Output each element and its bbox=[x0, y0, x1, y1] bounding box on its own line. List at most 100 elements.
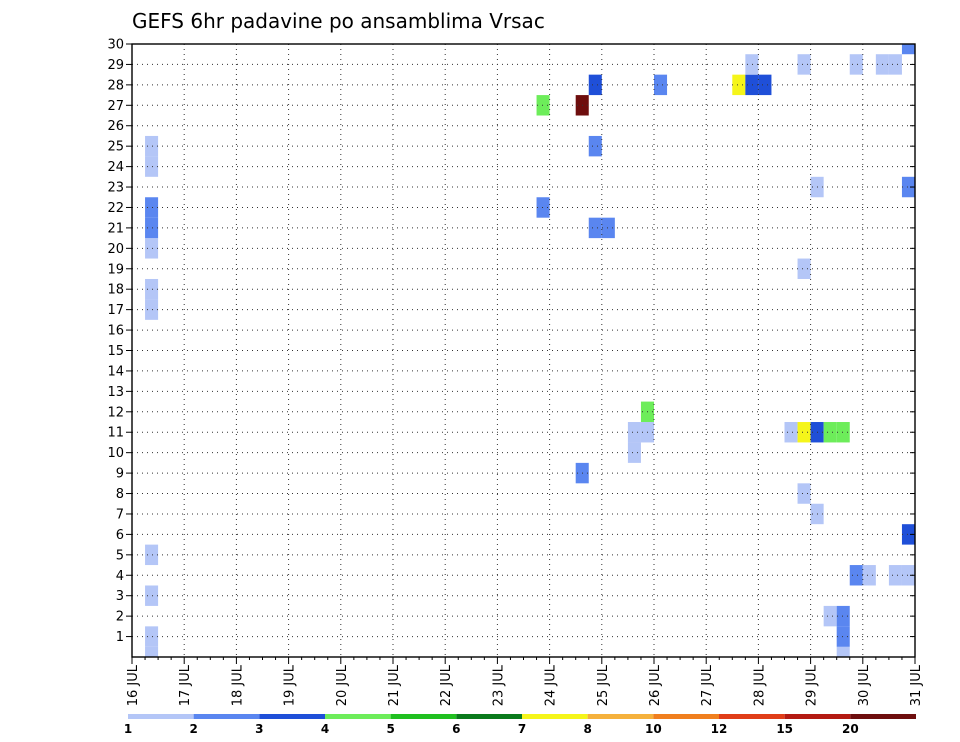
y-tick-label: 7 bbox=[116, 507, 124, 522]
colorbar: 1 2 3 4 5 6 7 8 10 12 15 20 bbox=[124, 714, 916, 736]
precip-cell bbox=[145, 646, 159, 657]
colorbar-swatch bbox=[522, 714, 588, 719]
colorbar-label: 20 bbox=[842, 722, 859, 736]
colorbar-swatch bbox=[128, 714, 194, 719]
colorbar-label: 1 bbox=[124, 722, 132, 736]
y-tick-label: 6 bbox=[116, 528, 124, 543]
precip-cell bbox=[836, 422, 850, 443]
x-tick-label: 16 JUL bbox=[126, 664, 141, 706]
colorbar-label: 3 bbox=[255, 722, 263, 736]
y-tick-label: 28 bbox=[107, 78, 124, 93]
y-tick-label: 29 bbox=[107, 58, 124, 73]
colorbar-swatch bbox=[587, 714, 654, 719]
colorbar-swatch bbox=[719, 714, 785, 719]
precip-cell bbox=[145, 217, 159, 239]
precip-cell bbox=[588, 135, 602, 157]
colorbar-label: 12 bbox=[711, 722, 728, 736]
y-tick-label: 16 bbox=[107, 324, 124, 339]
precip-cell bbox=[732, 74, 746, 96]
colorbar-swatch bbox=[784, 714, 851, 719]
x-axis: 16 JUL 17 JUL 18 JUL 19 JUL 20 JUL 21 JUL 22 J… bbox=[126, 657, 924, 706]
precip-cell bbox=[901, 176, 915, 198]
precip-cell bbox=[536, 95, 550, 116]
colorbar-swatch bbox=[390, 714, 457, 719]
chart-title: GEFS 6hr padavine po ansamblima Vrsac bbox=[132, 9, 545, 33]
y-tick-label: 9 bbox=[116, 467, 124, 482]
precip-cell bbox=[627, 442, 641, 463]
y-tick-label: 17 bbox=[107, 303, 124, 318]
x-tick-label: 19 JUL bbox=[283, 664, 298, 706]
colorbar-label: 10 bbox=[645, 722, 662, 736]
colorbar-swatch bbox=[193, 714, 260, 719]
y-tick-label: 11 bbox=[107, 426, 124, 441]
precip-cell bbox=[627, 422, 641, 443]
y-tick-label: 27 bbox=[107, 99, 124, 114]
x-tick-label: 27 JUL bbox=[700, 664, 715, 706]
precip-cell bbox=[588, 217, 602, 239]
precip-cell bbox=[797, 483, 811, 504]
x-tick-label: 29 JUL bbox=[805, 664, 820, 706]
colorbar-swatch bbox=[653, 714, 719, 719]
y-tick-label: 30 bbox=[107, 38, 124, 53]
precip-cell bbox=[862, 565, 876, 586]
colorbar-swatch bbox=[456, 714, 522, 719]
precip-cell bbox=[145, 299, 159, 320]
y-tick-label: 26 bbox=[107, 119, 124, 134]
y-tick-label: 25 bbox=[107, 140, 124, 155]
y-tick-label: 5 bbox=[116, 548, 124, 563]
precip-cell bbox=[145, 238, 159, 259]
precip-cell bbox=[888, 54, 902, 75]
precip-cell bbox=[145, 156, 159, 177]
colorbar-label: 7 bbox=[518, 722, 526, 736]
colorbar-label: 6 bbox=[452, 722, 460, 736]
precip-cell bbox=[888, 565, 902, 586]
y-tick-label: 18 bbox=[107, 283, 124, 298]
y-tick-label: 2 bbox=[116, 610, 124, 625]
y-axis: 1234567891011121314151617181920212223242… bbox=[107, 38, 915, 645]
colorbar-swatch bbox=[850, 714, 916, 719]
precip-cell bbox=[849, 565, 863, 586]
precip-cell bbox=[797, 54, 811, 75]
y-tick-label: 22 bbox=[107, 201, 124, 216]
x-tick-label: 31 JUL bbox=[909, 664, 924, 706]
precip-cell bbox=[836, 646, 850, 657]
colorbar-swatch bbox=[259, 714, 325, 719]
precip-cell bbox=[145, 135, 159, 157]
x-tick-label: 25 JUL bbox=[596, 664, 611, 706]
precip-cell bbox=[654, 74, 668, 96]
x-tick-label: 22 JUL bbox=[439, 664, 454, 706]
x-tick-label: 20 JUL bbox=[335, 664, 350, 706]
y-tick-label: 24 bbox=[107, 160, 124, 175]
y-tick-label: 3 bbox=[116, 589, 124, 604]
colorbar-label: 15 bbox=[776, 722, 793, 736]
x-tick-label: 21 JUL bbox=[387, 664, 402, 706]
y-tick-label: 10 bbox=[107, 446, 124, 461]
x-tick-label: 30 JUL bbox=[857, 664, 872, 706]
colorbar-label: 8 bbox=[583, 722, 591, 736]
precip-cell bbox=[836, 626, 850, 647]
precip-cell bbox=[145, 197, 159, 218]
y-tick-label: 15 bbox=[107, 344, 124, 359]
y-tick-label: 4 bbox=[116, 569, 124, 584]
precip-cell bbox=[901, 524, 915, 545]
precip-cell bbox=[536, 197, 550, 218]
precip-cell bbox=[784, 422, 798, 443]
precip-cell bbox=[745, 74, 759, 96]
x-tick-label: 24 JUL bbox=[544, 664, 559, 706]
y-tick-label: 21 bbox=[107, 221, 124, 236]
x-tick-label: 26 JUL bbox=[648, 664, 663, 706]
colorbar-swatch bbox=[325, 714, 391, 719]
precip-cell bbox=[601, 217, 615, 239]
colorbar-label: 5 bbox=[386, 722, 394, 736]
x-tick-label: 18 JUL bbox=[230, 664, 245, 706]
precip-cells bbox=[145, 44, 915, 657]
x-tick-label: 28 JUL bbox=[752, 664, 767, 706]
precip-cell bbox=[836, 605, 850, 627]
precip-cell bbox=[797, 258, 811, 279]
precip-cell bbox=[145, 626, 159, 647]
y-tick-label: 13 bbox=[107, 385, 124, 400]
y-tick-label: 23 bbox=[107, 181, 124, 196]
x-tick-label: 23 JUL bbox=[491, 664, 506, 706]
precip-cell bbox=[145, 544, 159, 566]
